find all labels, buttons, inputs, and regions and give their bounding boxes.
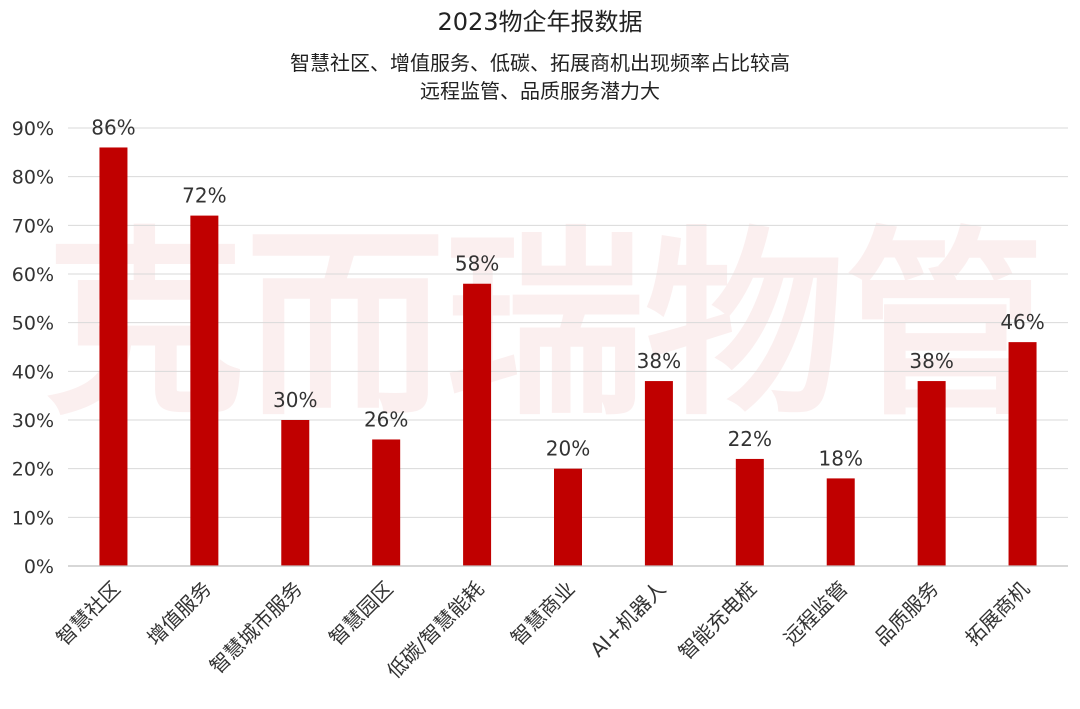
data-label: 46% [1000, 310, 1044, 334]
y-tick-label: 20% [12, 459, 54, 481]
bar [281, 420, 310, 566]
data-label: 58% [455, 252, 499, 276]
data-label: 38% [637, 349, 681, 373]
data-label: 26% [364, 407, 408, 431]
bar [735, 458, 764, 566]
x-tick-label: 智慧园区 [324, 577, 398, 651]
y-tick-label: 50% [12, 313, 54, 335]
y-tick-label: 60% [12, 264, 54, 286]
x-tick-label: 拓展商机 [961, 577, 1035, 651]
chart-subtitle-line-1: 智慧社区、增值服务、低碳、拓展商机出现频率占比较高 [290, 51, 790, 75]
y-tick-label: 80% [12, 167, 54, 189]
data-label: 86% [91, 115, 135, 139]
x-tick-label: 远程监管 [779, 577, 853, 651]
bar [463, 283, 492, 566]
bar [372, 439, 401, 566]
data-labels: 86% 72% 30% 26% 58% 20% 38% 22% 18% 38% 46% [91, 115, 1045, 470]
x-tick-label: 智慧商业 [506, 577, 580, 651]
y-tick-label: 10% [12, 507, 54, 529]
chart-subtitle-line-2: 远程监管、品质服务潜力大 [420, 79, 660, 103]
x-tick-label: 智能充电桩 [674, 577, 762, 665]
bar [1008, 342, 1037, 566]
chart-title: 2023物企年报数据 [437, 8, 642, 36]
data-label: 20% [546, 437, 590, 461]
x-tick-label: 增值服务 [142, 577, 216, 651]
y-axis-ticks: 0% 10% 20% 30% 40% 50% 60% 70% 80% 90% [12, 118, 54, 578]
x-tick-label: AI+机器人 [585, 577, 670, 662]
y-tick-label: 30% [12, 410, 54, 432]
bar [644, 381, 673, 566]
data-label: 72% [182, 184, 226, 208]
y-tick-label: 90% [12, 118, 54, 140]
data-label: 38% [909, 349, 953, 373]
y-tick-label: 0% [24, 556, 54, 578]
x-tick-label: 低碳/智慧能耗 [382, 577, 489, 684]
bar [826, 478, 855, 566]
bar [554, 468, 582, 566]
data-label: 18% [819, 446, 863, 470]
bar [917, 381, 946, 566]
x-tick-label: 智慧社区 [51, 577, 125, 651]
y-tick-label: 70% [12, 215, 54, 237]
bar [190, 215, 219, 566]
y-tick-label: 40% [12, 361, 54, 383]
x-tick-label: 品质服务 [870, 577, 944, 651]
x-tick-label: 智慧城市服务 [205, 577, 307, 679]
data-label: 22% [728, 427, 772, 451]
data-label: 30% [273, 388, 317, 412]
bars [99, 147, 1037, 566]
bar [99, 147, 128, 566]
